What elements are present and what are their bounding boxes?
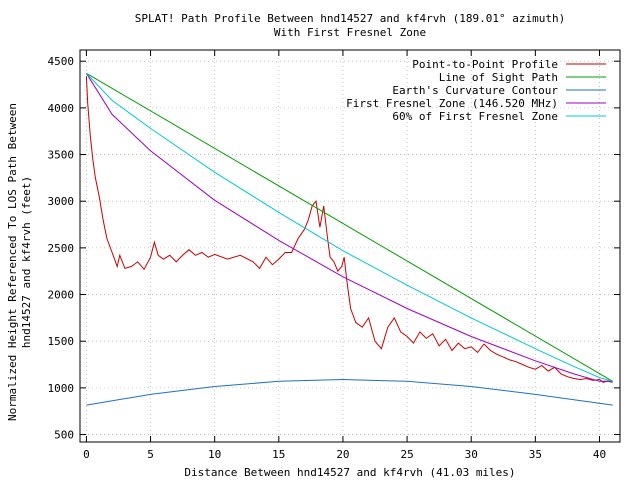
x-tick-label: 40 (593, 448, 606, 461)
y-tick-label: 2500 (48, 242, 75, 255)
x-tick-label: 0 (83, 448, 90, 461)
y-tick-label: 1000 (48, 382, 75, 395)
chart-subtitle: With First Fresnel Zone (274, 26, 426, 39)
x-tick-label: 35 (529, 448, 542, 461)
y-tick-label: 3500 (48, 149, 75, 162)
series-line-2 (86, 378, 613, 406)
legend-label: Point-to-Point Profile (412, 58, 558, 71)
x-tick-label: 10 (208, 448, 221, 461)
y-tick-label: 3000 (48, 195, 75, 208)
series-line-3 (85, 73, 613, 382)
series-line-0 (85, 76, 613, 383)
y-axis-label-line1: Normalized Height Referenced To LOS Path… (6, 103, 19, 421)
x-tick-label: 5 (147, 448, 154, 461)
y-tick-label: 500 (54, 429, 74, 442)
y-tick-label: 4000 (48, 102, 75, 115)
x-tick-label: 25 (400, 448, 413, 461)
x-tick-label: 30 (465, 448, 478, 461)
series-line-4 (86, 72, 613, 382)
axes: 0 5 10 15 20 25 30 35 40 500 1000 1500 2000 2500 3000 3… (48, 49, 621, 461)
y-tick-label: 4500 (48, 55, 75, 68)
x-tick-label: 20 (336, 448, 349, 461)
plot-frame (79, 49, 621, 443)
legend-label: Earth's Curvature Contour (392, 84, 558, 97)
legend-label: Line of Sight Path (439, 71, 558, 84)
x-tick-label: 15 (272, 448, 285, 461)
series-group (85, 72, 613, 406)
x-axis-label: Distance Between hnd14527 and kf4rvh (41… (184, 466, 515, 479)
chart-title: SPLAT! Path Profile Between hnd14527 and… (135, 12, 565, 25)
legend-label: 60% of First Fresnel Zone (392, 110, 558, 123)
y-tick-label: 2000 (48, 289, 75, 302)
y-tick-label: 1500 (48, 335, 75, 348)
series-line-1 (86, 72, 613, 382)
y-axis-label-line2: hnd14527 and kf4rvh (feet) (20, 176, 33, 348)
grid (80, 50, 620, 442)
legend-label: First Fresnel Zone (146.520 MHz) (346, 97, 558, 110)
